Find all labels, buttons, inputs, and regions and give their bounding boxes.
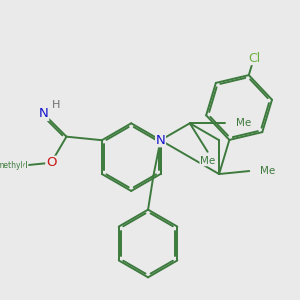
Text: N: N [39,107,49,121]
Text: Me: Me [236,118,251,128]
Text: Me: Me [200,156,215,166]
Text: O: O [46,156,56,169]
Text: methyl: methyl [0,161,28,170]
Text: Cl: Cl [248,52,260,64]
Text: N: N [156,134,165,147]
Text: methyl: methyl [0,161,23,170]
Text: Me: Me [260,166,275,176]
Text: H: H [52,100,61,110]
